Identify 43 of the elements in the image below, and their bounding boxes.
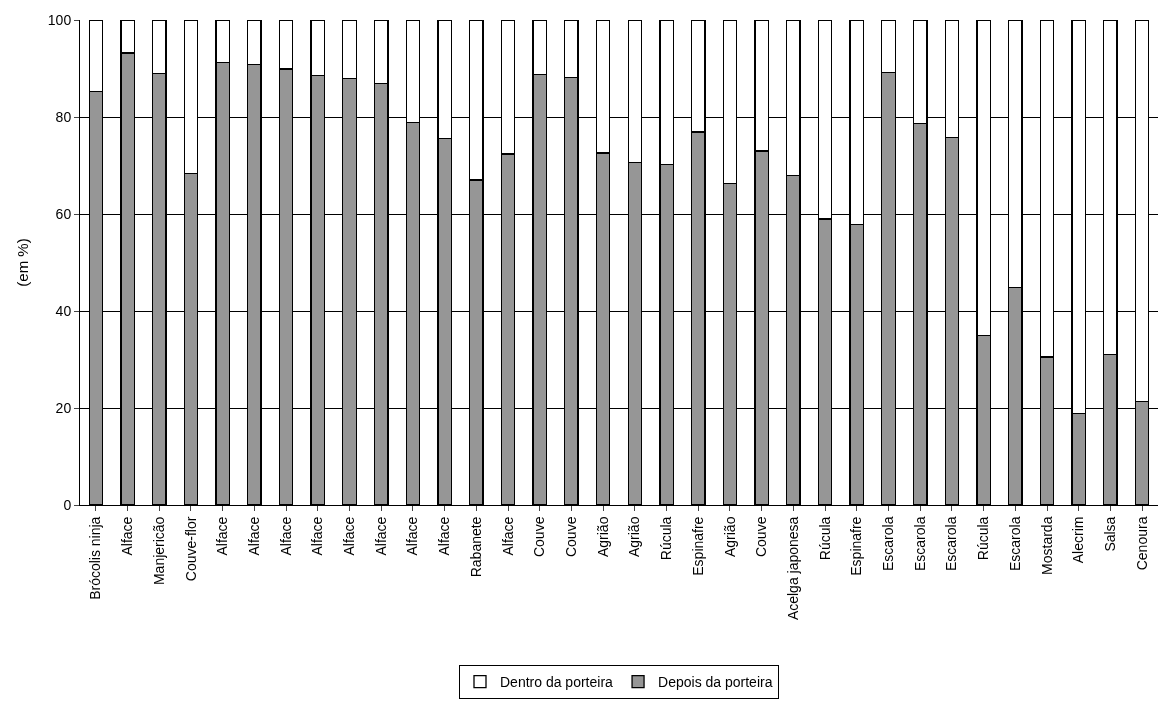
x-tick-label: Brócolis ninja [87, 516, 104, 600]
x-tick-label: Rabanete [467, 516, 484, 578]
x-tick-label: Rúcula [658, 516, 675, 561]
x-tick-label: Agrião [594, 516, 611, 558]
x-tick-label: Alface [277, 516, 294, 556]
x-tick-label: Escarola [943, 516, 960, 572]
x-tick-label: Salsa [1101, 516, 1118, 552]
legend-label: Depois da porteira [658, 674, 773, 691]
y-tick-label: 80 [55, 108, 72, 125]
x-tick-label: Alface [214, 516, 231, 556]
y-tick-label: 100 [47, 11, 72, 28]
x-tick-label: Alface [404, 516, 421, 556]
x-tick-label: Alface [309, 516, 326, 556]
legend-label: Dentro da porteira [500, 674, 614, 691]
x-tick-label: Alecrim [1070, 516, 1087, 564]
x-tick-label: Couve-flor [182, 516, 199, 582]
y-tick-label: 40 [55, 302, 72, 319]
x-tick-label: Couve [531, 516, 548, 558]
x-tick-label: Rúcula [816, 516, 833, 561]
x-tick-label: Espinafre [848, 516, 865, 576]
x-tick-label: Couve [562, 516, 579, 558]
x-tick-label: Escarola [1006, 516, 1023, 572]
x-tick-label: Manjericão [150, 516, 167, 586]
x-tick-label: Agrião [626, 516, 643, 558]
x-tick-label: Acelga japonesa [784, 516, 801, 621]
y-tick-label: 20 [55, 399, 72, 416]
x-tick-label: Alface [245, 516, 262, 556]
x-tick-label: Escarola [911, 516, 928, 572]
x-tick-label: Agrião [721, 516, 738, 558]
x-tick-label: Rúcula [975, 516, 992, 561]
x-tick-label: Cenoura [1133, 516, 1150, 571]
x-tick-label: Alface [119, 516, 136, 556]
x-tick-label: Couve [753, 516, 770, 558]
x-tick-label: Alface [341, 516, 358, 556]
x-tick-label: Alface [372, 516, 389, 556]
x-tick-label: Alface [436, 516, 453, 556]
x-tick-label: Alface [499, 516, 516, 556]
y-axis-title: (em %) [14, 238, 32, 287]
y-tick-label: 60 [55, 205, 72, 222]
x-tick-label: Mostarda [1038, 516, 1055, 575]
x-tick-label: Espinafre [689, 516, 706, 576]
x-tick-label: Escarola [880, 516, 897, 572]
y-tick-label: 0 [63, 496, 72, 513]
